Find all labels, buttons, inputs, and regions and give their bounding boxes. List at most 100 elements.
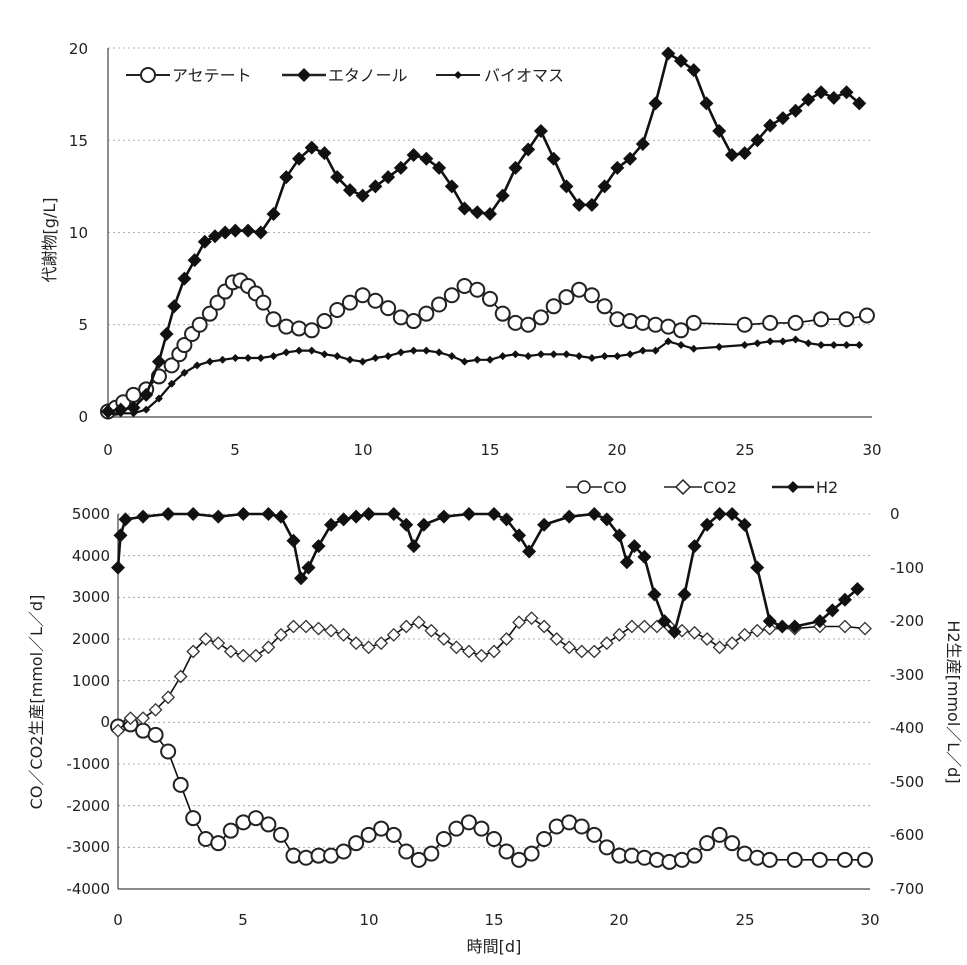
top-x-tick-label: 30 (862, 441, 881, 459)
data-point (343, 296, 357, 310)
top-y-tick-label: 20 (69, 40, 88, 58)
data-point (470, 283, 484, 297)
data-point (174, 778, 188, 792)
data-point (858, 853, 872, 867)
data-point (330, 303, 344, 317)
bottom-x-tick-label: 10 (359, 911, 378, 929)
top-y-tick-label: 15 (69, 132, 88, 150)
legend-label: アセテート (172, 66, 252, 85)
bottom-right-y-axis-label: H2生産[mmol／L／d] (944, 620, 963, 783)
top-x-tick-label: 10 (353, 441, 372, 459)
data-point (387, 828, 401, 842)
data-point (623, 314, 637, 328)
data-point (500, 845, 514, 859)
bottom-left-y-tick-label: -1000 (66, 755, 110, 773)
data-point (256, 296, 270, 310)
data-point (279, 320, 293, 334)
bottom-left-y-tick-label: -4000 (66, 880, 110, 898)
bottom-left-y-tick-label: 3000 (72, 588, 110, 606)
bottom-left-y-tick-label: 2000 (72, 630, 110, 648)
bottom-right-y-tick-label: -500 (890, 773, 924, 791)
data-point (349, 836, 363, 850)
data-point (813, 853, 827, 867)
bottom-left-y-tick-label: 0 (100, 713, 110, 731)
data-point (149, 728, 163, 742)
data-point (525, 847, 539, 861)
data-point (305, 323, 319, 337)
data-point (788, 853, 802, 867)
data-point (688, 849, 702, 863)
top-y-axis-label: 代謝物[g/L] (40, 198, 59, 283)
data-point (585, 288, 599, 302)
bottom-right-y-tick-label: -700 (890, 880, 924, 898)
bottom-left-y-tick-label: 4000 (72, 547, 110, 565)
data-point (763, 853, 777, 867)
top-y-tick-label: 5 (78, 316, 88, 334)
top-x-tick-label: 25 (735, 441, 754, 459)
legend-label: CO (603, 478, 627, 497)
bottom-x-tick-label: 25 (735, 911, 754, 929)
data-point (445, 288, 459, 302)
data-point (763, 316, 777, 330)
bottom-right-y-tick-label: -100 (890, 559, 924, 577)
bottom-left-y-axis-label: CO／CO2生産[mmol／L／d] (27, 595, 46, 810)
data-point (725, 836, 739, 850)
bottom-left-y-tick-label: -2000 (66, 797, 110, 815)
data-point (186, 811, 200, 825)
data-point (407, 314, 421, 328)
data-point (292, 321, 306, 335)
top-x-tick-label: 20 (607, 441, 626, 459)
data-point (687, 316, 701, 330)
top-y-tick-label: 10 (69, 224, 88, 242)
legend-entry-acetate: アセテート (126, 66, 252, 85)
data-point (649, 318, 663, 332)
bottom-x-tick-label: 5 (238, 911, 248, 929)
data-point (534, 310, 548, 324)
bottom-left-y-tick-label: 5000 (72, 505, 110, 523)
data-point (814, 312, 828, 326)
bottom-x-tick-label: 20 (609, 911, 628, 929)
data-point (368, 294, 382, 308)
data-point (587, 828, 601, 842)
data-point (267, 312, 281, 326)
data-point (381, 301, 395, 315)
bottom-x-tick-label: 15 (484, 911, 503, 929)
legend-open-circle-marker (578, 481, 590, 493)
data-point (337, 845, 351, 859)
bottom-right-y-tick-label: 0 (890, 505, 900, 523)
bottom-x-tick-label: 0 (113, 911, 123, 929)
bottom-left-y-tick-label: 1000 (72, 672, 110, 690)
legend-label: バイオマス (484, 66, 564, 85)
data-point (508, 316, 522, 330)
data-point (537, 832, 551, 846)
data-point (424, 847, 438, 861)
top-y-tick-label: 0 (78, 408, 88, 426)
legend-label: エタノール (328, 66, 408, 85)
bottom-right-y-tick-label: -200 (890, 612, 924, 630)
data-point (789, 316, 803, 330)
data-point (224, 824, 238, 838)
data-point (838, 853, 852, 867)
data-point (547, 299, 561, 313)
data-point (521, 318, 535, 332)
data-point (399, 845, 413, 859)
data-point (483, 292, 497, 306)
data-point (496, 307, 510, 321)
data-point (575, 820, 589, 834)
data-point (636, 316, 650, 330)
top-x-tick-label: 0 (103, 441, 113, 459)
data-point (274, 828, 288, 842)
data-point (193, 318, 207, 332)
bottom-right-y-tick-label: -300 (890, 666, 924, 684)
bottom-right-y-tick-label: -400 (890, 719, 924, 737)
legend-open-circle-marker (141, 68, 155, 82)
data-point (261, 817, 275, 831)
top-x-tick-label: 15 (480, 441, 499, 459)
data-point (600, 840, 614, 854)
data-point (211, 836, 225, 850)
data-point (610, 312, 624, 326)
legend-label: CO2 (703, 478, 737, 497)
top-legend: アセテート エタノール バイオマス (126, 66, 564, 85)
